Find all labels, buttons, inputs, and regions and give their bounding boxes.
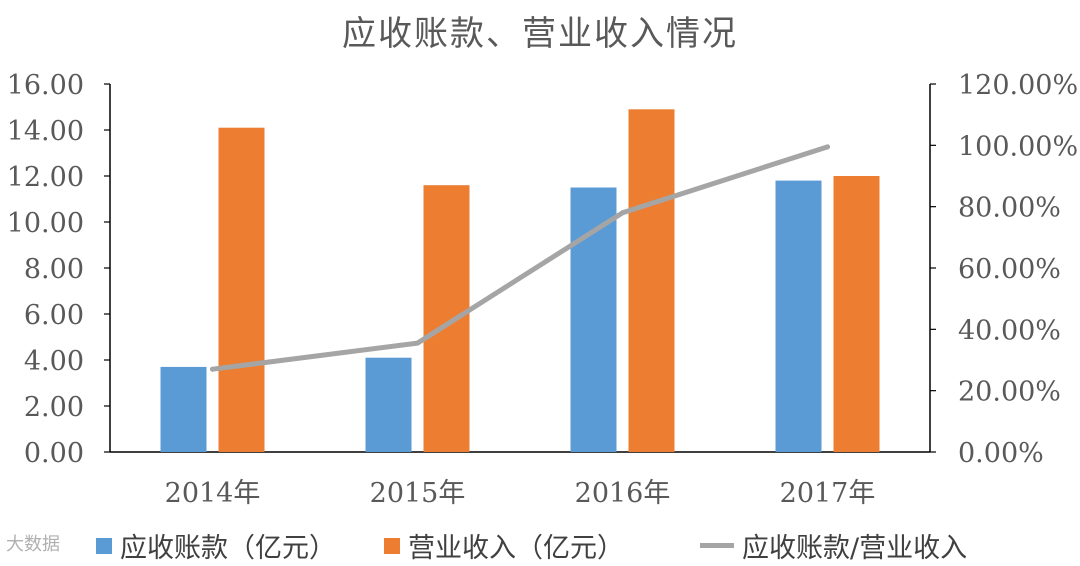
legend-label-revenue: 营业收入（亿元）	[408, 533, 624, 564]
y-left-tick-label: 10.00	[7, 208, 84, 239]
y-right-tick-label: 0.00%	[958, 438, 1044, 469]
chart-legend: 应收账款（亿元） 营业收入（亿元） 应收账款/营业收入	[0, 524, 1080, 564]
legend-item-revenue: 营业收入（亿元）	[384, 526, 624, 565]
y-left-tick-label: 6.00	[24, 300, 84, 331]
bar-revenue	[423, 185, 470, 452]
legend-swatch-receivables	[96, 537, 112, 554]
bar-revenue	[833, 176, 880, 452]
legend-swatch-revenue	[384, 537, 400, 554]
x-tick-label: 2015年	[370, 478, 466, 509]
y-left-tick-label: 4.00	[24, 346, 84, 377]
y-right-tick-label: 20.00%	[958, 377, 1061, 408]
line-ratio-point	[620, 210, 625, 216]
y-left-tick-label: 8.00	[24, 254, 84, 285]
legend-item-receivables: 应收账款（亿元）	[96, 526, 336, 565]
line-ratio	[210, 144, 830, 372]
bar-receivables	[570, 187, 617, 452]
y-left-tick-label: 0.00	[24, 438, 84, 469]
x-tick-label: 2014年	[165, 478, 261, 509]
y-right-tick-label: 80.00%	[958, 193, 1061, 224]
line-ratio-point	[210, 366, 215, 372]
y-left-tick-label: 16.00	[7, 70, 84, 101]
y-left-tick-label: 14.00	[7, 116, 84, 147]
legend-label-ratio: 应收账款/营业收入	[742, 533, 968, 564]
bar-receivables	[160, 366, 207, 452]
x-tick-label: 2017年	[780, 478, 876, 509]
legend-swatch-ratio	[700, 543, 734, 548]
y-left-tick-label: 12.00	[7, 162, 84, 193]
chart-title: 应收账款、营业收入情况	[342, 14, 738, 54]
y-right-tick-label: 120.00%	[958, 70, 1078, 101]
y-right-tick-label: 100.00%	[958, 131, 1078, 162]
bar-receivables	[365, 357, 412, 452]
legend-label-receivables: 应收账款（亿元）	[120, 533, 336, 564]
bar-revenue	[628, 109, 675, 453]
bar-receivables	[775, 180, 822, 452]
bar-revenue	[218, 127, 265, 452]
y-right-tick-label: 60.00%	[958, 254, 1061, 285]
line-ratio-point	[825, 144, 830, 150]
x-tick-label: 2016年	[575, 478, 671, 509]
y-left-tick-label: 2.00	[24, 392, 84, 423]
watermark: 大数据	[6, 534, 60, 555]
y-right-tick-label: 40.00%	[958, 315, 1061, 346]
line-ratio-point	[415, 340, 420, 346]
legend-item-ratio: 应收账款/营业收入	[700, 526, 967, 565]
